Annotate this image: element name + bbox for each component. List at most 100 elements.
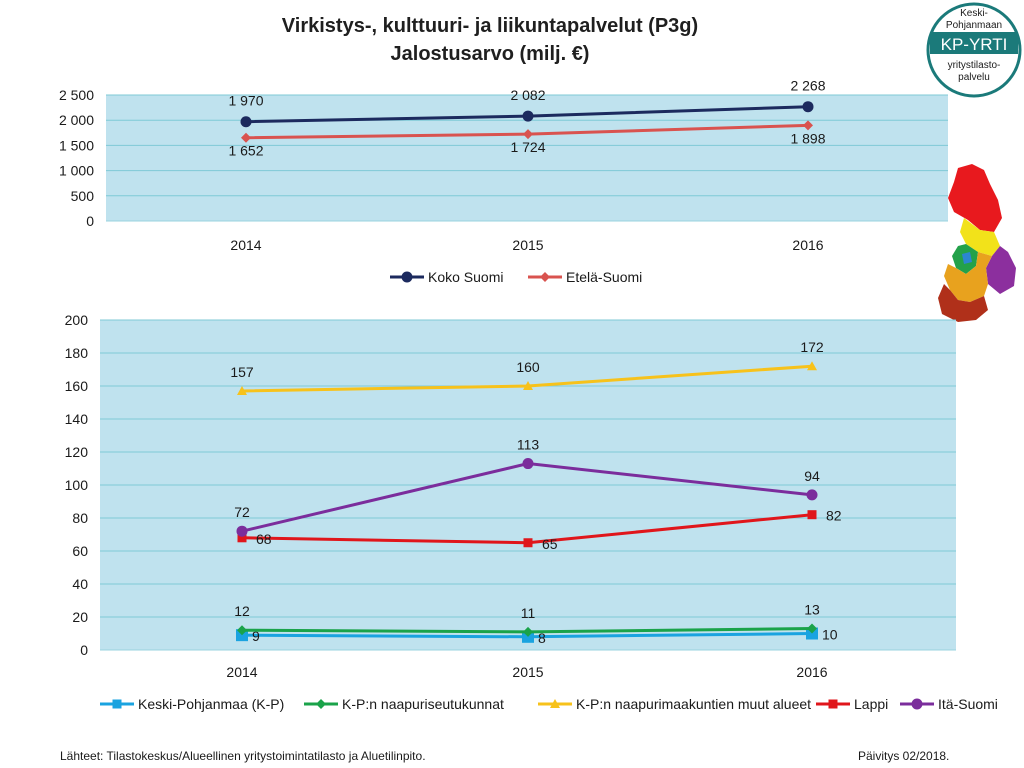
data-label: 1 970 <box>228 93 263 109</box>
y-tick-label: 120 <box>65 444 89 460</box>
x-tick-label: 2015 <box>512 664 543 680</box>
y-tick-label: 0 <box>86 213 94 229</box>
data-point <box>806 489 818 501</box>
chart-title-line1: Virkistys-, kulttuuri- ja liikuntapalvel… <box>281 15 699 37</box>
data-label: 94 <box>804 468 820 484</box>
chart-title: Virkistys-, kulttuuri- ja liikuntapalvel… <box>0 12 980 68</box>
legend-label: K-P:n naapurimaakuntien muut alueet <box>576 696 811 712</box>
data-label: 68 <box>256 531 272 547</box>
data-point <box>522 458 534 470</box>
y-tick-label: 1 500 <box>59 137 94 153</box>
data-label: 82 <box>826 508 842 524</box>
x-tick-label: 2016 <box>792 237 823 253</box>
data-point <box>237 385 247 395</box>
legend-item-koko-suomi: Koko Suomi <box>390 269 503 285</box>
series-k-p-n-naapurimaakuntien-muut-alueet: 157 160 172 <box>230 339 824 395</box>
series-lappi: 68 65 82 <box>237 508 842 552</box>
legend-marker <box>112 699 122 709</box>
data-label: 1 652 <box>228 143 263 159</box>
legend-item-keski-pohjanmaa-k-p: Keski-Pohjanmaa (K-P) <box>100 696 284 712</box>
source-note: Lähteet: Tilastokeskus/Alueellinen yrity… <box>60 749 426 763</box>
data-label: 113 <box>517 437 540 453</box>
x-tick-label: 2014 <box>230 237 261 253</box>
data-label: 2 268 <box>790 78 825 94</box>
data-label: 10 <box>822 627 838 643</box>
chart-koko-etela: 0 500 1 000 1 500 2 000 2 500 2014 2015 2016 1 97… <box>59 78 948 285</box>
data-label: 13 <box>804 602 820 618</box>
legend-marker <box>550 699 560 708</box>
data-label: 2 082 <box>510 87 545 103</box>
series-koko-suomi: 1 970 2 082 2 268 <box>228 78 826 128</box>
legend-label: Lappi <box>854 696 888 712</box>
legend-item-etel-suomi: Etelä-Suomi <box>528 269 642 285</box>
y-tick-label: 20 <box>72 609 88 625</box>
data-point <box>237 625 247 636</box>
kp-yrti-logo: Keski- Pohjanmaan KP-YRTI yritystilasto-… <box>926 2 1022 98</box>
data-point <box>236 525 248 537</box>
data-label: 157 <box>230 364 254 380</box>
data-point <box>522 110 534 122</box>
data-point <box>807 361 817 371</box>
series-etel-suomi: 1 652 1 724 1 898 <box>228 120 826 159</box>
data-point <box>523 129 533 140</box>
legend: Koko Suomi Etelä-Suomi <box>390 269 642 285</box>
legend: Keski-Pohjanmaa (K-P) K-P:n naapuriseutuk… <box>100 696 998 712</box>
y-tick-label: 140 <box>65 411 89 427</box>
data-point <box>807 623 817 634</box>
data-point <box>802 101 814 113</box>
legend-marker <box>828 699 838 709</box>
series-k-p-n-naapuriseutukunnat: 12 11 13 <box>234 602 820 637</box>
x-tick-label: 2015 <box>512 237 543 253</box>
y-tick-label: 180 <box>65 345 89 361</box>
data-label: 1 898 <box>790 130 825 146</box>
y-tick-label: 80 <box>72 510 88 526</box>
y-tick-label: 0 <box>80 642 88 658</box>
data-point <box>237 533 247 543</box>
data-point <box>523 538 533 548</box>
y-tick-label: 200 <box>65 312 89 328</box>
y-tick-label: 60 <box>72 543 88 559</box>
legend-marker <box>316 699 326 709</box>
legend-label: Koko Suomi <box>428 269 503 285</box>
legend-label: Keski-Pohjanmaa (K-P) <box>138 696 284 712</box>
y-tick-label: 160 <box>65 378 89 394</box>
data-point <box>807 510 817 520</box>
y-tick-label: 100 <box>65 477 89 493</box>
update-note: Päivitys 02/2018. <box>858 749 950 763</box>
legend-marker <box>911 698 923 710</box>
y-tick-label: 40 <box>72 576 88 592</box>
legend-item-it-suomi: Itä-Suomi <box>900 696 998 712</box>
chart-regions: 0 20 40 60 80 100 120 140 160 180 200 2014 2015 2016 9… <box>65 312 998 712</box>
legend-label: Etelä-Suomi <box>566 269 642 285</box>
data-label: 8 <box>538 630 546 646</box>
y-tick-label: 1 000 <box>59 163 94 179</box>
logo-line2: Pohjanmaan <box>946 20 1002 31</box>
data-label: 1 724 <box>510 139 545 155</box>
x-tick-label: 2014 <box>226 664 257 680</box>
y-tick-label: 500 <box>71 188 95 204</box>
data-label: 160 <box>516 359 540 375</box>
logo-line1: Keski- <box>960 8 988 19</box>
legend-marker <box>540 272 550 282</box>
data-point <box>803 120 813 131</box>
y-tick-label: 2 000 <box>59 112 94 128</box>
legend-item-lappi: Lappi <box>816 696 888 712</box>
data-label: 72 <box>234 504 250 520</box>
legend-marker <box>401 271 413 283</box>
data-point <box>241 132 251 143</box>
y-tick-label: 2 500 <box>59 87 94 103</box>
chart-title-line2: Jalostusarvo (milj. €) <box>390 43 590 65</box>
logo-line4: palvelu <box>958 72 990 83</box>
data-point <box>523 381 533 390</box>
logo-brand: KP-YRTI <box>941 35 1008 54</box>
finland-map-icon <box>938 164 1016 322</box>
legend-item-k-p-n-naapurimaakuntien-muut-alueet: K-P:n naapurimaakuntien muut alueet <box>538 696 811 712</box>
data-label: 12 <box>234 603 250 619</box>
x-tick-label: 2016 <box>796 664 827 680</box>
data-label: 65 <box>542 536 558 552</box>
data-point <box>240 116 252 128</box>
data-label: 11 <box>521 605 536 621</box>
logo-line3: yritystilasto- <box>948 60 1001 71</box>
data-label: 172 <box>800 339 824 355</box>
